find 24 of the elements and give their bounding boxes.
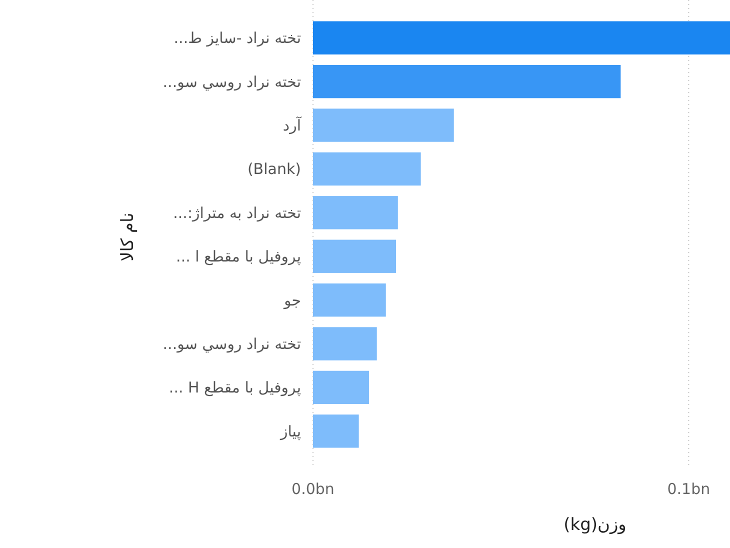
y-tick-label: تخته نراد روسي سو...	[162, 335, 301, 353]
bar	[313, 414, 359, 448]
x-axis-title: وزن(kg)	[564, 515, 626, 535]
y-axis-title: نام کالا	[118, 212, 138, 262]
bar	[313, 152, 421, 186]
bar	[313, 283, 386, 317]
y-tick-label: پروفیل با مقطع H ...	[168, 378, 301, 397]
x-tick-label: 0.0bn	[292, 480, 334, 498]
x-tick-label: 0.1bn	[667, 480, 710, 498]
y-tick-label: پیاز	[279, 422, 301, 440]
bar	[313, 21, 730, 54]
y-tick-label: پروفیل با مقطع ا ...	[176, 248, 301, 266]
bar	[313, 240, 396, 273]
y-tick-label: آرد	[282, 116, 302, 134]
bar	[313, 370, 369, 404]
y-tick-label: تخته نراد -سایز ط...	[174, 29, 301, 48]
bar	[313, 108, 454, 142]
bar	[313, 327, 377, 360]
y-tick-label: (Blank)	[247, 160, 301, 178]
y-tick-label: جو	[282, 291, 301, 310]
y-tick-label: تخته نراد به متراژ:...	[173, 204, 301, 222]
bar	[313, 64, 621, 98]
y-tick-label: تخته نراد روسي سو...	[162, 72, 301, 91]
bar	[313, 196, 398, 230]
